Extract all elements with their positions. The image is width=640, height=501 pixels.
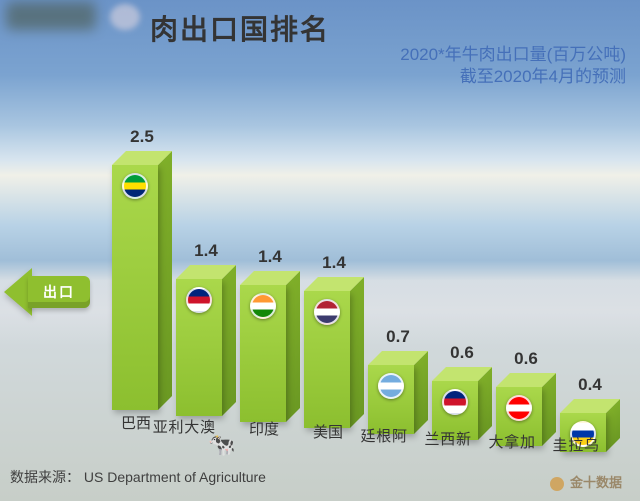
source-value: US Department of Agriculture <box>84 469 266 485</box>
bar-7: 0.4乌拉圭 <box>560 80 608 431</box>
export-arrow: 出口 <box>6 270 96 314</box>
bar-side <box>350 277 364 428</box>
bar-value: 0.4 <box>560 375 620 395</box>
bar-1: 1.4澳大利亚 <box>176 80 224 413</box>
bar-label: 新西兰 <box>446 431 470 446</box>
bar-3: 1.4美国 <box>304 80 352 419</box>
bar-label: 加拿大 <box>510 434 534 449</box>
bar-5: 0.6新西兰 <box>432 80 480 425</box>
watermark: 金十数据 <box>550 472 622 491</box>
bar-value: 0.6 <box>496 349 556 369</box>
flag-icon <box>122 173 148 199</box>
obscured-corner <box>6 2 96 30</box>
flag-icon <box>250 293 276 319</box>
flag-icon <box>186 287 212 313</box>
bar-value: 1.4 <box>176 241 236 261</box>
flag-icon <box>314 299 340 325</box>
bar-label: 印度 <box>240 422 288 438</box>
bar-side <box>286 271 300 422</box>
bar-side <box>222 265 236 416</box>
bar-label: 美国 <box>304 425 352 441</box>
obscured-corner-2 <box>110 4 140 30</box>
bar-label: 乌拉圭 <box>574 437 598 452</box>
watermark-text: 金十数据 <box>570 475 622 490</box>
arrow-label: 出口 <box>28 276 90 308</box>
bar-value: 2.5 <box>112 127 172 147</box>
bar-6: 0.6加拿大 <box>496 80 544 428</box>
bar-value: 1.4 <box>240 247 300 267</box>
source-label-text: 数据来源： <box>10 469 80 485</box>
cow-icon: 🐄 <box>208 432 235 458</box>
bar-0: 2.5巴西 <box>112 80 160 410</box>
watermark-icon <box>550 477 564 491</box>
bar-chart: 2.5巴西1.4澳大利亚1.4印度1.4美国0.7阿根廷0.6新西兰0.6加拿大… <box>90 80 640 440</box>
source-line: 数据来源： US Department of Agriculture <box>10 467 266 487</box>
bar-front <box>112 165 158 410</box>
bar-value: 0.7 <box>368 327 428 347</box>
bar-value: 0.6 <box>432 343 492 363</box>
chart-scene: 肉出口国排名 2020*年牛肉出口量(百万公吨) 截至2020年4月的预测 出口… <box>0 0 640 501</box>
bar-side <box>414 351 428 434</box>
bar-4: 0.7阿根廷 <box>368 80 416 422</box>
bar-2: 1.4印度 <box>240 80 288 416</box>
bar-value: 1.4 <box>304 253 364 273</box>
bar-label: 阿根廷 <box>382 428 406 443</box>
chart-title: 肉出口国排名 <box>150 8 330 48</box>
bar-side <box>158 151 172 410</box>
